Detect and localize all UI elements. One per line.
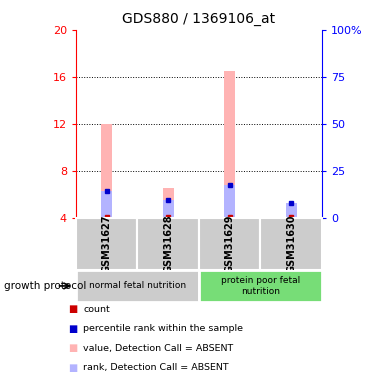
Bar bbox=[163, 188, 174, 218]
Bar bbox=[199, 270, 322, 302]
Title: GDS880 / 1369106_at: GDS880 / 1369106_at bbox=[122, 12, 275, 26]
Bar bbox=[101, 190, 112, 217]
Text: rank, Detection Call = ABSENT: rank, Detection Call = ABSENT bbox=[83, 363, 229, 372]
Bar bbox=[101, 124, 112, 218]
Bar bbox=[285, 203, 296, 217]
Bar bbox=[261, 217, 322, 270]
Bar bbox=[224, 185, 235, 218]
Text: value, Detection Call = ABSENT: value, Detection Call = ABSENT bbox=[83, 344, 233, 353]
Bar bbox=[224, 71, 235, 217]
Text: protein poor fetal
nutrition: protein poor fetal nutrition bbox=[221, 276, 300, 296]
Text: ■: ■ bbox=[68, 344, 78, 353]
Text: growth protocol: growth protocol bbox=[4, 281, 86, 291]
Bar bbox=[76, 217, 137, 270]
Text: GSM31629: GSM31629 bbox=[225, 214, 235, 273]
Bar bbox=[163, 200, 174, 217]
Text: ■: ■ bbox=[68, 304, 78, 314]
Text: GSM31630: GSM31630 bbox=[286, 214, 296, 273]
Text: percentile rank within the sample: percentile rank within the sample bbox=[83, 324, 243, 333]
Text: count: count bbox=[83, 305, 110, 314]
Bar bbox=[76, 270, 199, 302]
Text: ■: ■ bbox=[68, 324, 78, 334]
Bar bbox=[285, 214, 296, 217]
Bar bbox=[199, 217, 261, 270]
Bar bbox=[137, 217, 199, 270]
Text: GSM31628: GSM31628 bbox=[163, 214, 173, 273]
Text: normal fetal nutrition: normal fetal nutrition bbox=[89, 281, 186, 291]
Text: GSM31627: GSM31627 bbox=[102, 214, 112, 273]
Text: ■: ■ bbox=[68, 363, 78, 373]
